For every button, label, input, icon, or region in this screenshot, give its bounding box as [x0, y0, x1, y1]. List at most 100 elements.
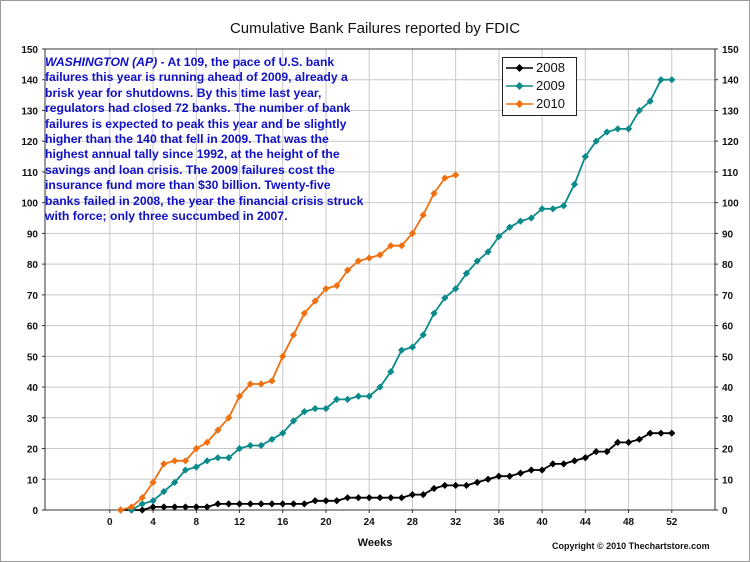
- y-tick-label-right: 50: [722, 352, 734, 363]
- data-point-2009: [506, 223, 514, 231]
- data-point-2010: [138, 494, 146, 502]
- data-point-2010: [354, 257, 362, 265]
- data-point-2008: [452, 481, 460, 490]
- data-point-2008: [441, 481, 449, 490]
- data-point-2009: [635, 106, 643, 115]
- data-point-2010: [311, 297, 319, 305]
- data-point-2008: [268, 500, 276, 508]
- data-point-2009: [452, 285, 460, 293]
- y-tick-label-left: 20: [27, 445, 39, 456]
- data-point-2010: [322, 285, 330, 293]
- y-tick-label-left: 140: [21, 76, 38, 87]
- data-point-2008: [376, 494, 384, 502]
- data-point-2009: [354, 392, 362, 400]
- data-point-2008: [635, 435, 643, 443]
- data-point-2009: [592, 137, 600, 145]
- data-point-2008: [646, 429, 654, 437]
- data-point-2009: [441, 294, 449, 302]
- data-point-2010: [181, 457, 190, 465]
- data-point-2010: [333, 282, 341, 290]
- data-point-2009: [603, 128, 611, 136]
- data-point-2009: [516, 217, 525, 225]
- y-tick-label-right: 110: [722, 168, 739, 179]
- data-point-2009: [192, 463, 200, 471]
- annotation-lead: WASHINGTON (AP) -: [45, 55, 165, 69]
- data-point-2010: [452, 171, 460, 179]
- data-point-2008: [408, 491, 417, 499]
- x-tick-label: 20: [320, 517, 332, 528]
- legend-item-2008: 2008: [503, 59, 576, 77]
- data-point-2008: [225, 500, 233, 508]
- data-point-2010: [430, 189, 438, 198]
- y-tick-label-right: 90: [722, 229, 734, 240]
- data-point-2009: [527, 214, 535, 222]
- data-point-2008: [473, 478, 481, 486]
- data-point-2008: [560, 460, 568, 468]
- data-point-2009: [387, 368, 395, 376]
- x-tick-label: 16: [277, 517, 289, 528]
- y-tick-label-right: 70: [722, 291, 734, 302]
- data-point-2010: [214, 426, 222, 434]
- plot-area: [44, 48, 716, 511]
- legend-label-2010: 2010: [536, 96, 565, 111]
- data-point-2008: [246, 500, 254, 508]
- data-point-2009: [311, 404, 319, 413]
- data-point-2008: [624, 438, 633, 446]
- y-tick-label-right: 130: [722, 106, 739, 117]
- legend-marker-2009: [506, 82, 533, 90]
- data-point-2008: [538, 466, 546, 474]
- y-tick-label-left: 130: [21, 106, 38, 117]
- y-tick-label-right: 10: [722, 475, 734, 486]
- data-point-2009: [225, 454, 233, 462]
- data-point-2008: [138, 506, 146, 514]
- data-point-2008: [203, 503, 211, 511]
- data-point-2010: [149, 478, 157, 486]
- data-point-2009: [657, 76, 665, 84]
- data-point-2008: [484, 475, 492, 483]
- data-point-2009: [257, 441, 265, 450]
- data-point-2008: [516, 469, 525, 477]
- data-point-2010: [160, 460, 168, 468]
- y-tick-label-right: 0: [722, 506, 728, 517]
- series-line-2008: [120, 432, 672, 511]
- data-point-2008: [430, 484, 438, 493]
- data-point-2008: [322, 497, 330, 505]
- legend-label-2008: 2008: [536, 60, 565, 75]
- data-point-2008: [603, 448, 611, 456]
- data-point-2010: [246, 380, 254, 388]
- data-point-2009: [624, 125, 633, 133]
- data-point-2009: [398, 346, 406, 354]
- data-point-2009: [246, 441, 254, 450]
- y-tick-label-right: 80: [722, 260, 734, 271]
- data-point-2008: [214, 500, 222, 508]
- data-point-2008: [592, 448, 600, 456]
- data-point-2008: [311, 497, 319, 505]
- data-point-2010: [300, 309, 308, 317]
- data-point-2010: [192, 444, 200, 453]
- data-point-2009: [181, 466, 190, 474]
- data-point-2010: [268, 377, 276, 385]
- data-point-2010: [419, 211, 427, 219]
- data-point-2009: [495, 232, 503, 241]
- legend-label-2009: 2009: [536, 78, 565, 93]
- legend-marker-2008: [506, 64, 533, 72]
- y-tick-label-left: 10: [27, 475, 39, 486]
- y-tick-label-left: 60: [27, 322, 39, 333]
- data-point-2009: [300, 408, 308, 416]
- x-tick-label: 48: [623, 517, 635, 528]
- data-point-2009: [570, 180, 579, 188]
- data-point-2010: [225, 414, 233, 422]
- data-point-2009: [560, 202, 568, 210]
- x-tick-label: 36: [493, 517, 505, 528]
- x-tick-label: 8: [194, 517, 200, 528]
- data-point-2010: [117, 506, 125, 514]
- data-point-2008: [149, 503, 157, 511]
- data-point-2010: [398, 242, 406, 250]
- data-point-2010: [365, 254, 373, 262]
- y-tick-label-left: 90: [27, 229, 39, 240]
- data-point-2010: [127, 503, 136, 511]
- data-point-2010: [343, 266, 352, 274]
- data-point-2010: [257, 380, 265, 388]
- data-point-2008: [192, 503, 200, 511]
